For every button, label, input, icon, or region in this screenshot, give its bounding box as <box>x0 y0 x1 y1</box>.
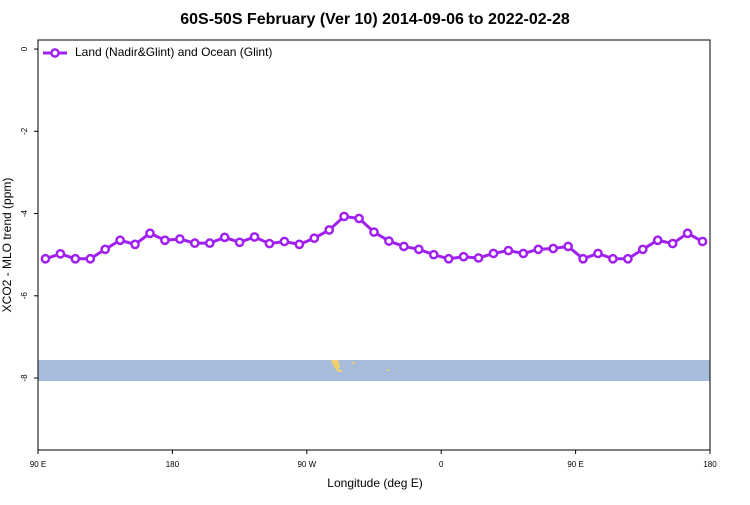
point <box>204 238 215 248</box>
point <box>623 253 633 264</box>
x-tick-label: 0 <box>439 460 444 469</box>
point <box>518 248 529 259</box>
point <box>667 238 678 249</box>
point <box>503 245 514 256</box>
point <box>55 248 66 259</box>
y-axis-label: XCO2 - MLO trend (ppm) <box>0 178 14 313</box>
point <box>399 241 409 252</box>
point <box>294 239 305 250</box>
point <box>85 253 96 264</box>
y-tick-label: -8 <box>20 374 29 382</box>
y-tick-label: -6 <box>20 292 29 300</box>
chart-title: 60S-50S February (Ver 10) 2014-09-06 to … <box>180 11 570 28</box>
legend-label: Land (Nadir&Glint) and Ocean (Glint) <box>75 45 272 59</box>
point <box>473 253 484 263</box>
land-patch <box>387 369 389 371</box>
point <box>324 225 335 235</box>
y-tick-label: -4 <box>20 209 29 217</box>
land-patch <box>331 360 344 372</box>
point <box>40 253 51 264</box>
point <box>309 233 320 244</box>
x-tick-label: 180 <box>166 460 180 469</box>
ocean-strip <box>38 360 710 381</box>
point <box>189 238 200 248</box>
land-patch <box>352 362 355 364</box>
point <box>115 235 125 246</box>
point <box>354 213 364 224</box>
y-tick-label: 0 <box>20 46 29 51</box>
y-tick-label: -2 <box>20 127 29 135</box>
x-axis-label: Longitude (deg E) <box>327 476 422 490</box>
point <box>219 232 230 243</box>
point <box>264 238 275 249</box>
point <box>70 253 81 264</box>
x-tick-label: 180 <box>703 460 717 469</box>
map-strip <box>38 360 710 381</box>
x-tick-label: 90 W <box>297 460 316 469</box>
point <box>249 232 260 242</box>
x-tick-label: 90 E <box>30 460 46 469</box>
point <box>443 253 454 264</box>
point <box>384 236 394 246</box>
point <box>100 244 111 255</box>
point <box>697 236 708 247</box>
point <box>548 243 559 254</box>
point <box>578 253 588 264</box>
point <box>369 227 379 237</box>
point <box>652 235 663 246</box>
point <box>160 235 170 246</box>
point <box>593 248 603 259</box>
point <box>682 228 693 239</box>
point <box>175 234 185 244</box>
point <box>130 239 140 250</box>
point <box>488 248 499 259</box>
point <box>413 244 424 255</box>
point <box>608 253 618 264</box>
point <box>533 244 544 255</box>
point <box>339 211 349 222</box>
legend-marker <box>50 48 60 58</box>
point <box>145 228 155 239</box>
point <box>279 236 290 247</box>
plot-frame <box>37 39 711 451</box>
point <box>563 241 573 252</box>
x-tick-label: 90 E <box>567 460 583 469</box>
point <box>234 237 245 248</box>
point <box>458 251 469 262</box>
point <box>428 249 439 260</box>
point <box>637 244 648 255</box>
